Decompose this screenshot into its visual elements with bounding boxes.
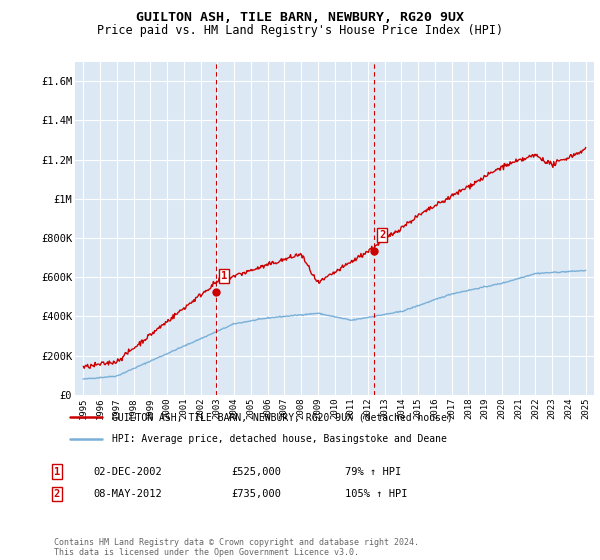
Text: 2: 2 xyxy=(54,489,60,499)
Text: £525,000: £525,000 xyxy=(231,466,281,477)
Text: 02-DEC-2002: 02-DEC-2002 xyxy=(93,466,162,477)
Text: GUILTON ASH, TILE BARN, NEWBURY, RG20 9UX: GUILTON ASH, TILE BARN, NEWBURY, RG20 9U… xyxy=(136,11,464,24)
Text: HPI: Average price, detached house, Basingstoke and Deane: HPI: Average price, detached house, Basi… xyxy=(112,435,447,444)
Text: 79% ↑ HPI: 79% ↑ HPI xyxy=(345,466,401,477)
Text: 08-MAY-2012: 08-MAY-2012 xyxy=(93,489,162,499)
Text: 105% ↑ HPI: 105% ↑ HPI xyxy=(345,489,407,499)
Text: 1: 1 xyxy=(221,271,227,281)
Text: 1: 1 xyxy=(54,466,60,477)
Text: Price paid vs. HM Land Registry's House Price Index (HPI): Price paid vs. HM Land Registry's House … xyxy=(97,24,503,36)
Text: 2: 2 xyxy=(379,230,386,240)
Text: Contains HM Land Registry data © Crown copyright and database right 2024.
This d: Contains HM Land Registry data © Crown c… xyxy=(54,538,419,557)
Text: GUILTON ASH, TILE BARN, NEWBURY, RG20 9UX (detached house): GUILTON ASH, TILE BARN, NEWBURY, RG20 9U… xyxy=(112,412,453,422)
Text: £735,000: £735,000 xyxy=(231,489,281,499)
